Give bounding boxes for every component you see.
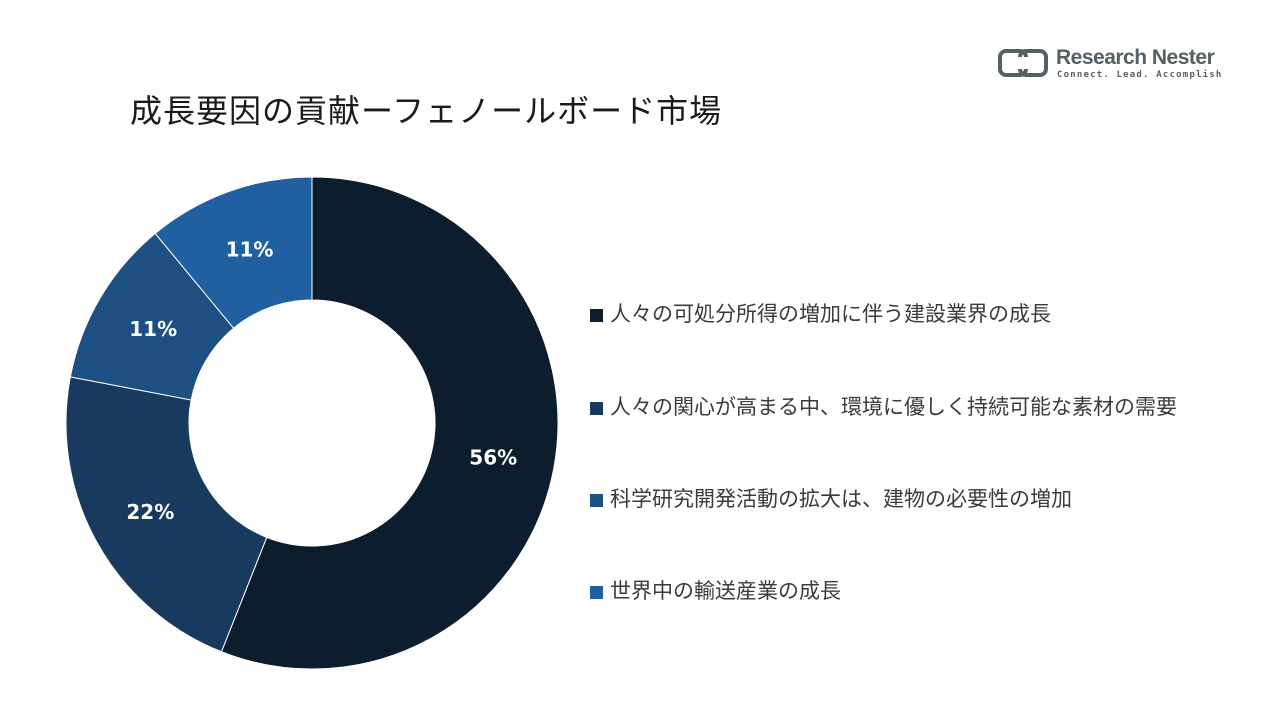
- legend-label: 人々の可処分所得の増加に伴う建設業界の成長: [610, 302, 1051, 326]
- logo-tagline: Connect. Lead. Accomplish: [1057, 70, 1223, 80]
- slice-value-label: 56%: [469, 446, 517, 470]
- logo-mark-icon: [998, 49, 1048, 77]
- chart-title: 成長要因の貢献ーフェノールボード市場: [130, 92, 723, 130]
- donut-slice: [220, 176, 559, 670]
- legend-swatch: [590, 586, 603, 599]
- donut-slice: [65, 376, 268, 653]
- legend-swatch: [590, 494, 603, 507]
- slice-value-label: 22%: [126, 500, 174, 524]
- legend-item: 人々の可処分所得の増加に伴う建設業界の成長: [588, 296, 1228, 333]
- slice-value-label: 11%: [129, 317, 177, 341]
- legend-item: 科学研究開発活動の拡大は、建物の必要性の増加: [588, 481, 1228, 518]
- legend-item: 人々の関心が高まる中、環境に優しく持続可能な素材の需要: [588, 389, 1228, 426]
- legend-label: 人々の関心が高まる中、環境に優しく持続可能な素材の需要: [610, 395, 1177, 419]
- donut-chart: 56% 22% 11% 11%: [65, 176, 559, 670]
- legend-swatch: [590, 309, 603, 322]
- research-nester-logo: Research Nester Connect. Lead. Accomplis…: [998, 44, 1228, 84]
- legend-swatch: [590, 402, 603, 415]
- logo-name: Research Nester: [1056, 46, 1215, 69]
- donut-slice: [154, 176, 313, 329]
- legend-item: 世界中の輸送産業の成長: [588, 573, 1228, 610]
- legend-label: 世界中の輸送産業の成長: [610, 579, 841, 603]
- legend-label: 科学研究開発活動の拡大は、建物の必要性の増加: [610, 487, 1072, 511]
- slice-value-label: 11%: [226, 237, 274, 261]
